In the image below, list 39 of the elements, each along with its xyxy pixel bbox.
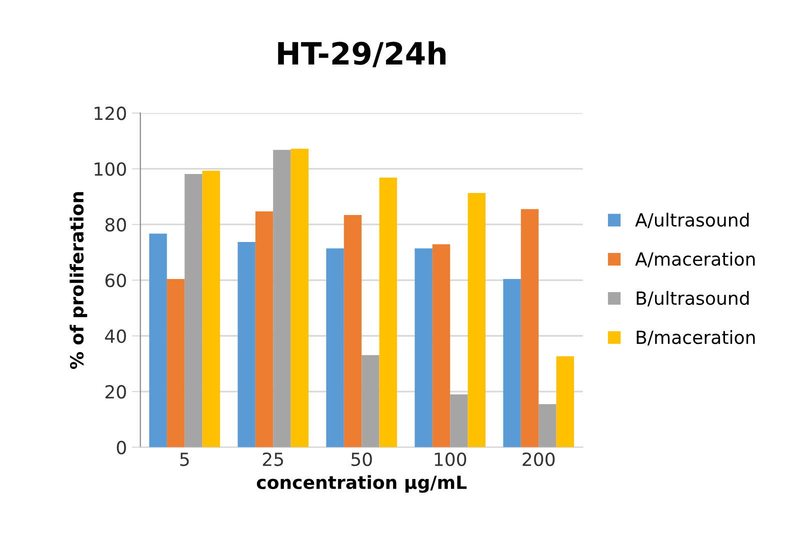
bar [520, 209, 539, 448]
bar [184, 174, 202, 448]
x-axis-title: concentration µg/mL [256, 475, 467, 493]
bar [326, 248, 344, 448]
bar [290, 148, 309, 448]
bar [202, 170, 220, 448]
bar [238, 242, 256, 448]
bar [468, 193, 486, 448]
legend-label: A/maceration [635, 252, 755, 268]
bar [503, 279, 521, 448]
y-tick-label: 0 [116, 440, 126, 454]
bar [432, 244, 450, 448]
y-tick-label: 100 [94, 162, 126, 176]
y-tick-label: 120 [94, 106, 126, 120]
y-tick-label: 20 [106, 385, 126, 399]
bar [344, 215, 362, 448]
bar [414, 248, 432, 448]
x-tick-label: 25 [262, 452, 284, 466]
bar [379, 178, 398, 448]
bar [149, 234, 167, 448]
bar [273, 150, 291, 448]
legend-label: A/ultrasound [635, 212, 749, 228]
legend-label: B/ultrasound [636, 291, 749, 306]
x-tick-label: 100 [434, 452, 466, 466]
y-tick-label: 80 [105, 218, 126, 232]
bar [362, 355, 380, 448]
chart-title: HT-29/24h [278, 41, 446, 68]
bar [255, 211, 274, 448]
x-tick-label: 5 [180, 452, 189, 466]
x-tick-label: 50 [352, 452, 372, 466]
y-tick-label: 60 [105, 274, 126, 288]
bar [450, 394, 468, 448]
bar [166, 279, 185, 448]
bar [556, 356, 574, 448]
y-axis-title: % of proliferation [70, 192, 88, 369]
y-tick-label: 40 [105, 329, 126, 343]
legend-label: B/maceration [636, 330, 755, 346]
x-tick-label: 200 [522, 452, 555, 466]
bar [538, 404, 556, 448]
